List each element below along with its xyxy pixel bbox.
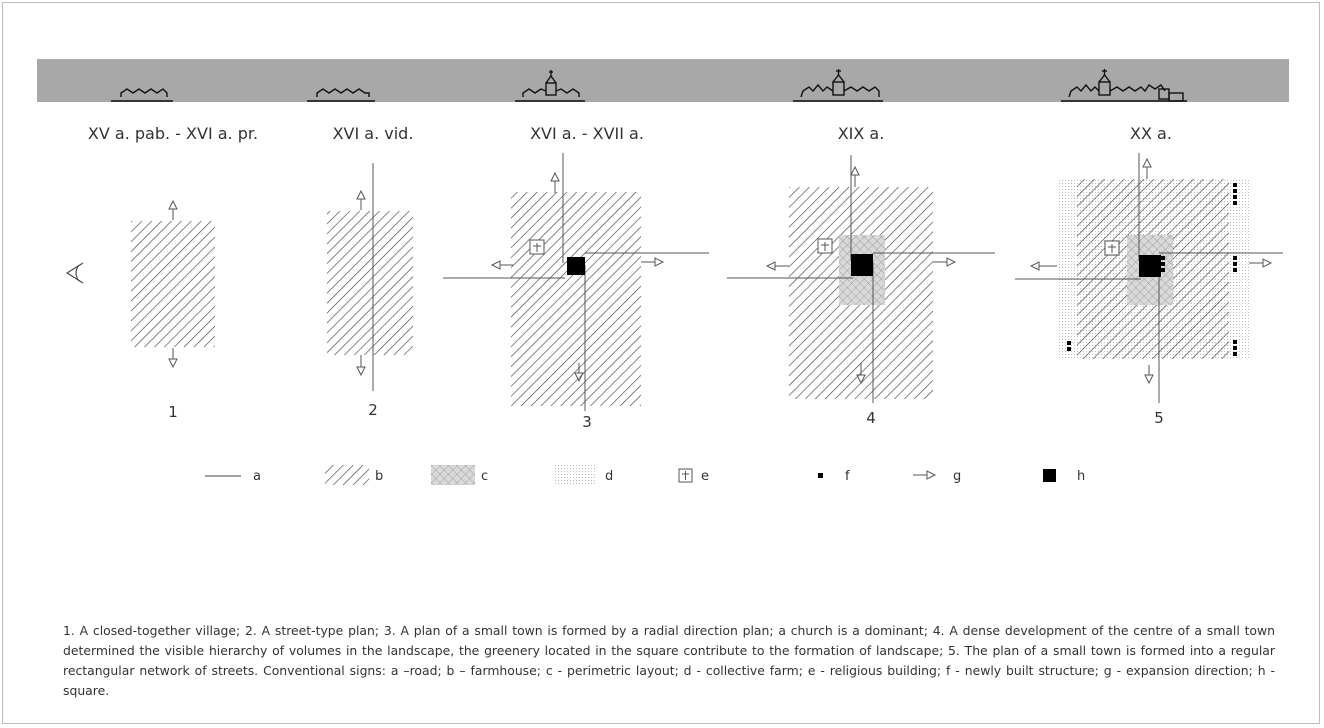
silhouette-1 <box>111 88 173 102</box>
expansion-arrow-icon <box>168 348 178 369</box>
svg-text:c: c <box>481 469 488 484</box>
expansion-arrow-icon <box>1029 261 1057 271</box>
church-icon <box>1104 240 1120 256</box>
period-label: XVI a. - XVII a. <box>530 124 644 143</box>
square-icon <box>1139 255 1161 277</box>
plan-4: 4 <box>727 155 995 427</box>
legend-item-d: d <box>553 465 613 485</box>
period-label: XV a. pab. - XVI a. pr. <box>88 124 258 143</box>
farmhouse-area <box>327 211 413 355</box>
church-icon <box>529 239 545 255</box>
expansion-arrow-icon <box>856 363 866 385</box>
expansion-arrow-icon <box>1144 365 1154 385</box>
svg-text:g: g <box>953 469 961 484</box>
svg-text:h: h <box>1077 469 1085 484</box>
expansion-arrow-icon <box>490 260 513 270</box>
legend-item-e: e <box>678 468 709 484</box>
silhouette-5 <box>1061 69 1187 102</box>
church-icon <box>817 238 833 254</box>
farmhouse-area <box>511 192 641 406</box>
svg-text:e: e <box>701 469 709 484</box>
legend-item-b: b <box>325 465 383 485</box>
expansion-arrow-icon <box>550 171 560 193</box>
plan-number: 2 <box>368 401 378 419</box>
plan-3: 3 <box>443 153 709 431</box>
legend-item-c: c <box>431 465 488 485</box>
period-label: XIX a. <box>838 124 885 143</box>
viewpoint-eye-icon <box>65 262 84 284</box>
silhouette-3 <box>515 70 585 102</box>
silhouette-2 <box>307 88 375 102</box>
silhouette-band <box>37 59 1289 102</box>
svg-text:b: b <box>375 469 383 484</box>
urban-development-diagram: XV a. pab. - XVI a. pr. XVI a. vid. XVI … <box>37 59 1289 485</box>
expansion-arrow-icon <box>356 189 366 210</box>
legend-item-h: h <box>1043 469 1085 484</box>
expansion-arrow-icon <box>1249 258 1273 268</box>
legend-item-g: g <box>913 469 961 484</box>
period-label: XVI a. vid. <box>333 124 414 143</box>
plan-1: 1 <box>131 199 215 421</box>
figure-caption: 1. A closed-together village; 2. A stree… <box>63 623 1275 698</box>
new-structures <box>1067 183 1237 356</box>
svg-text:f: f <box>845 469 850 484</box>
expansion-arrow-icon <box>850 165 860 187</box>
expansion-arrow-icon <box>933 257 957 267</box>
plan-number: 1 <box>168 403 178 421</box>
square-icon <box>567 257 585 275</box>
legend-item-f: f <box>818 469 850 484</box>
silhouette-4 <box>793 69 883 102</box>
expansion-arrow-icon <box>1142 157 1152 179</box>
expansion-arrow-icon <box>168 199 178 220</box>
plan-2: 2 <box>327 163 413 419</box>
expansion-arrow-icon <box>765 261 789 271</box>
expansion-arrow-icon <box>574 363 584 383</box>
period-label: XX a. <box>1130 124 1172 143</box>
expansion-arrow-icon <box>641 257 665 267</box>
farmhouse-area <box>131 221 215 347</box>
plan-number: 3 <box>582 413 592 431</box>
svg-text:d: d <box>605 469 613 484</box>
legend: a b c d e f g h <box>205 465 1085 485</box>
plan-5: 5 <box>1015 153 1283 427</box>
plan-number: 4 <box>866 409 876 427</box>
plan-number: 5 <box>1154 409 1164 427</box>
expansion-arrow-icon <box>356 355 366 377</box>
legend-item-a: a <box>205 469 261 484</box>
svg-text:a: a <box>253 469 261 484</box>
square-icon <box>851 254 873 276</box>
